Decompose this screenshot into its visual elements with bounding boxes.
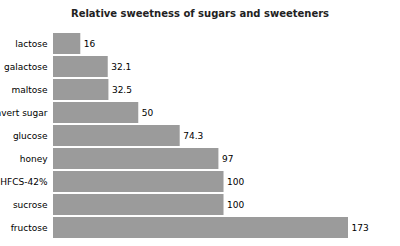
svg-text:97: 97: [222, 154, 233, 164]
svg-text:32.1: 32.1: [111, 62, 131, 72]
svg-text:honey: honey: [20, 154, 48, 164]
svg-text:HFCS-42%: HFCS-42%: [0, 177, 48, 187]
svg-text:173: 173: [352, 223, 369, 233]
svg-text:74.3: 74.3: [183, 131, 203, 141]
html-text:Relative sweetness of sugars a: Relative sweetness of sugars and sweeten…: [70, 8, 330, 19]
svg-text:100: 100: [227, 200, 244, 210]
svg-text:100: 100: [227, 177, 244, 187]
svg-text:lactose: lactose: [15, 39, 48, 49]
svg-text:16: 16: [84, 39, 96, 49]
svg-text:invert sugar: invert sugar: [0, 108, 48, 118]
svg-text:glucose: glucose: [13, 131, 48, 141]
svg-text:galactose: galactose: [4, 62, 48, 72]
svg-text:fructose: fructose: [11, 223, 48, 233]
svg-text:maltose: maltose: [11, 85, 48, 95]
svg-text:32.5: 32.5: [112, 85, 132, 95]
svg-text:sucrose: sucrose: [13, 200, 48, 210]
svg-text:50: 50: [142, 108, 154, 118]
